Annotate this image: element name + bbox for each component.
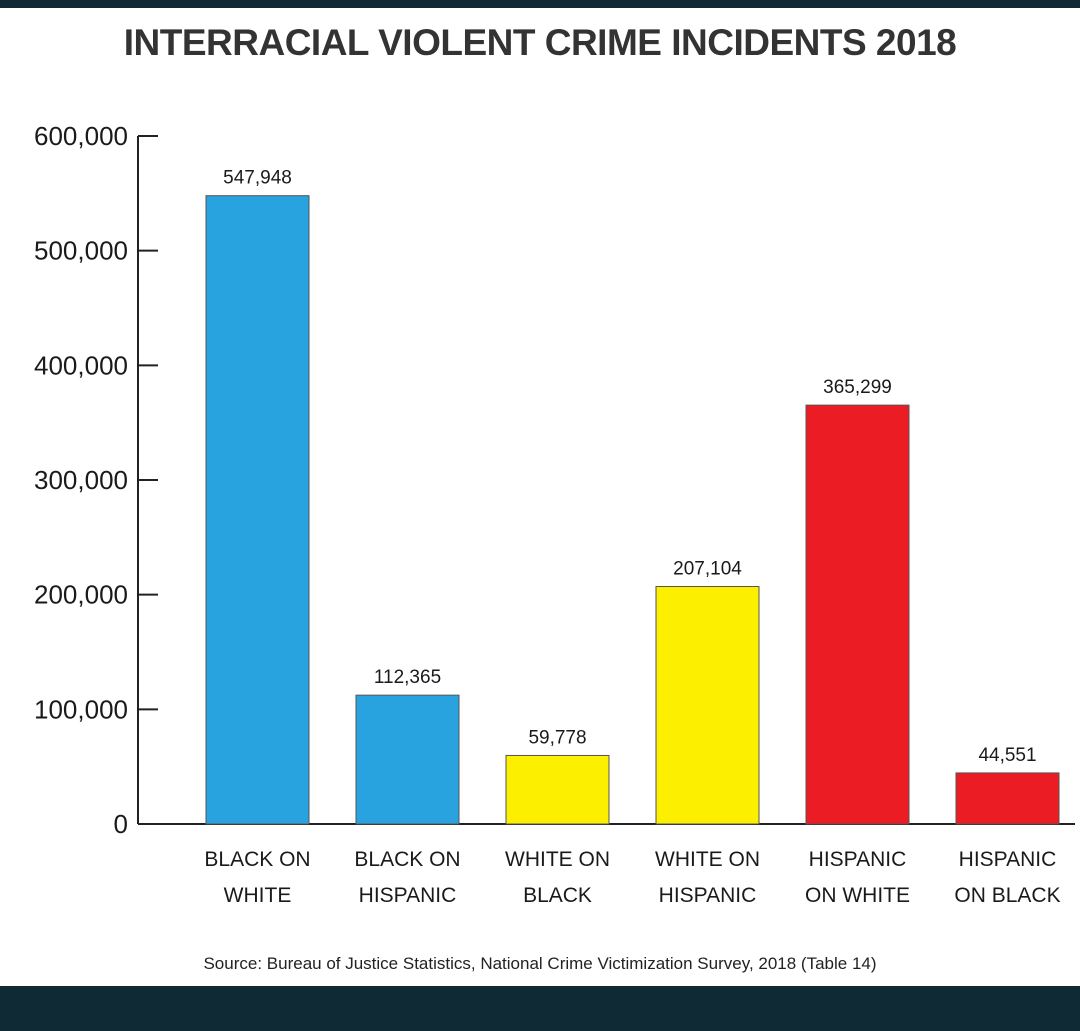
bar bbox=[955, 772, 1060, 825]
y-tick-label: 400,000 bbox=[34, 350, 128, 380]
bar-layer bbox=[205, 195, 1060, 825]
x-tick-label: BLACK ON bbox=[354, 848, 460, 871]
x-tick-label: WHITE bbox=[224, 884, 292, 907]
y-tick-label: 600,000 bbox=[34, 121, 128, 151]
data-label: 112,365 bbox=[374, 667, 441, 688]
bar bbox=[655, 586, 760, 825]
y-tick-label: 100,000 bbox=[34, 694, 128, 724]
x-tick-label: WHITE ON bbox=[505, 848, 610, 871]
x-tick-label: BLACK ON bbox=[204, 848, 310, 871]
data-label: 44,551 bbox=[978, 745, 1036, 766]
y-tick-label: 200,000 bbox=[34, 580, 128, 610]
data-label: 547,948 bbox=[223, 168, 292, 189]
label-layer: 0 100,000 200,000 300,000 400,000 500,000 600,… bbox=[34, 121, 1061, 907]
data-label: 365,299 bbox=[823, 377, 892, 398]
bar bbox=[355, 694, 460, 825]
bottom-bar bbox=[0, 986, 1080, 1031]
data-label: 207,104 bbox=[673, 559, 742, 580]
data-label: 59,778 bbox=[528, 727, 586, 748]
x-tick-label: HISPANIC bbox=[959, 848, 1057, 871]
x-tick-label: BLACK bbox=[523, 884, 592, 907]
y-tick-label: 300,000 bbox=[34, 465, 128, 495]
x-tick-label: HISPANIC bbox=[809, 848, 907, 871]
bar bbox=[505, 754, 610, 825]
y-tick-label: 0 bbox=[114, 809, 128, 839]
chart-title: INTERRACIAL VIOLENT CRIME INCIDENTS 2018 bbox=[123, 22, 957, 63]
bar-chart: 0 100,000 200,000 300,000 400,000 500,000 600,… bbox=[34, 121, 1075, 907]
x-tick-label: HISPANIC bbox=[659, 884, 757, 907]
chart-frame: INTERRACIAL VIOLENT CRIME INCIDENTS 2018… bbox=[0, 8, 1080, 986]
source-note: Source: Bureau of Justice Statistics, Na… bbox=[203, 954, 877, 973]
y-tick-label: 500,000 bbox=[34, 236, 128, 266]
bar bbox=[205, 195, 310, 825]
x-tick-label: HISPANIC bbox=[359, 884, 457, 907]
x-tick-label: ON WHITE bbox=[805, 884, 910, 907]
x-tick-label: WHITE ON bbox=[655, 848, 760, 871]
x-tick-label: ON BLACK bbox=[954, 884, 1060, 907]
bar bbox=[805, 404, 910, 825]
